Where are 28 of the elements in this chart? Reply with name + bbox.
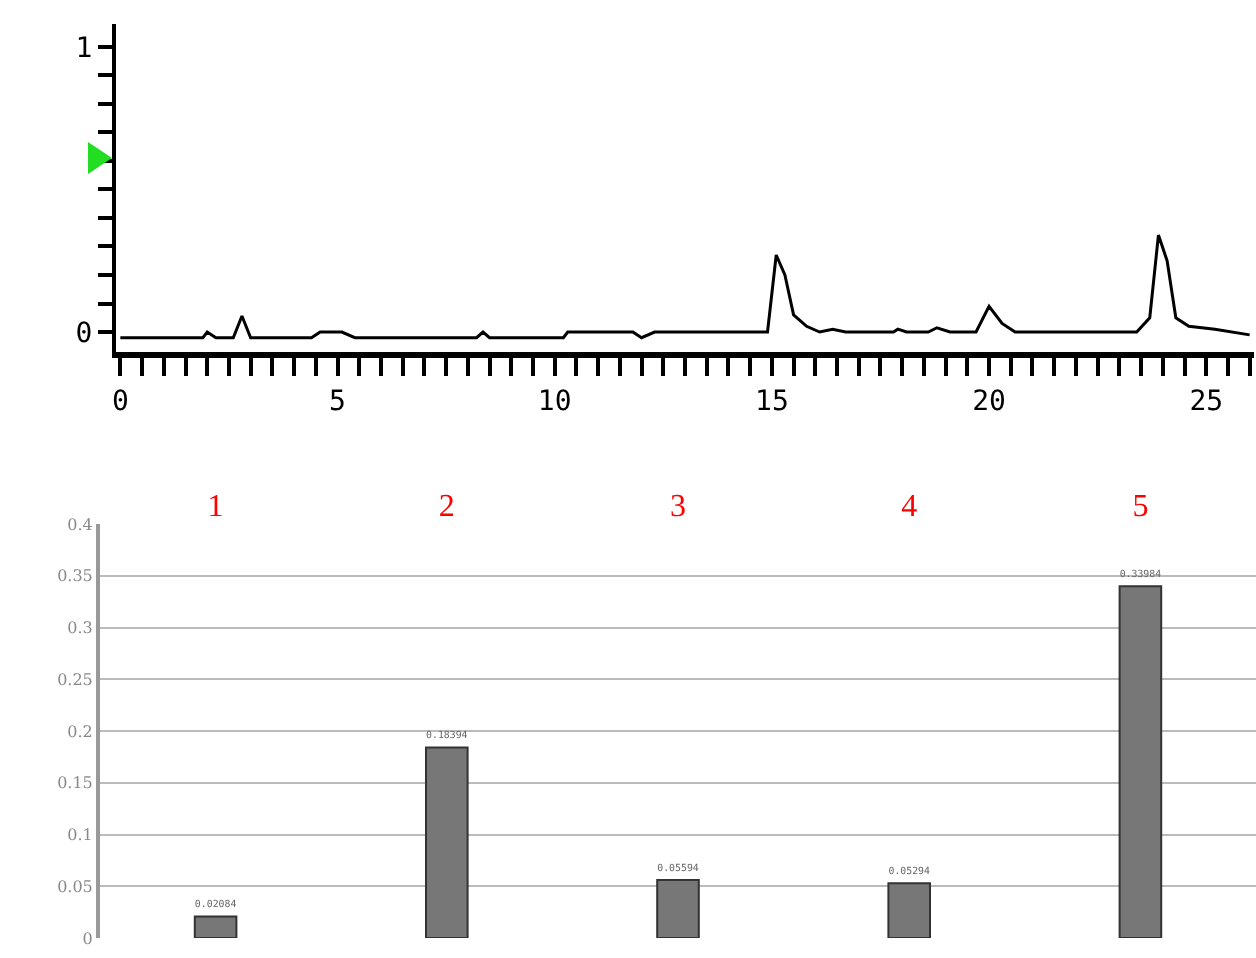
x-tick-label: 5 (1132, 489, 1149, 524)
x-tick-label: 20 (972, 385, 1006, 418)
y-tick-label: 0.25 (57, 670, 93, 689)
y-tick-label: 0 (75, 317, 93, 350)
y-tick-label: 0.3 (67, 619, 93, 638)
y-tick-label: 1 (75, 32, 93, 65)
x-tick-label: 3 (670, 489, 686, 524)
y-tick-label: 0 (82, 929, 93, 948)
bar (656, 879, 700, 938)
x-tick-label: 4 (901, 489, 918, 524)
x-tick-label: 10 (537, 385, 572, 418)
bar (1118, 585, 1163, 938)
bar (425, 746, 469, 938)
y-tick-label: 0.1 (67, 826, 93, 845)
y-tick-label: 0.05 (57, 877, 93, 896)
y-tick-label: 0.4 (67, 515, 93, 534)
x-tick-label: 1 (207, 489, 224, 524)
x-tick-label: 25 (1189, 385, 1224, 418)
bar (193, 915, 238, 938)
x-tick-label: 15 (755, 385, 789, 418)
bar (887, 882, 931, 938)
y-tick-label: 0.15 (57, 774, 93, 793)
line-series (118, 233, 1252, 340)
x-tick-label: 5 (329, 385, 346, 418)
x-tick-label: 0 (111, 385, 129, 418)
y-tick-label: 0.35 (57, 567, 93, 586)
y-tick-label: 0.2 (67, 722, 93, 741)
x-tick-label: 2 (438, 489, 455, 524)
